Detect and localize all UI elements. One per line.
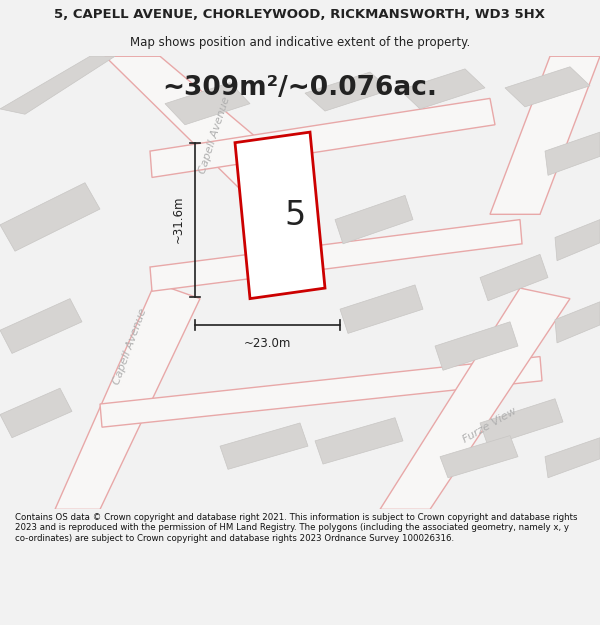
Polygon shape <box>480 254 548 301</box>
Polygon shape <box>435 322 518 370</box>
Polygon shape <box>55 282 200 509</box>
Polygon shape <box>335 196 413 244</box>
Polygon shape <box>490 56 600 214</box>
Text: Map shows position and indicative extent of the property.: Map shows position and indicative extent… <box>130 36 470 49</box>
Polygon shape <box>150 219 522 291</box>
Polygon shape <box>105 56 310 204</box>
Polygon shape <box>0 56 115 114</box>
Polygon shape <box>315 418 403 464</box>
Text: Contains OS data © Crown copyright and database right 2021. This information is : Contains OS data © Crown copyright and d… <box>15 513 577 542</box>
Polygon shape <box>505 67 590 107</box>
Text: Capell Avenue: Capell Avenue <box>112 307 148 386</box>
Text: ~31.6m: ~31.6m <box>172 196 185 243</box>
Text: ~309m²/~0.076ac.: ~309m²/~0.076ac. <box>163 75 437 101</box>
Text: 5, CAPELL AVENUE, CHORLEYWOOD, RICKMANSWORTH, WD3 5HX: 5, CAPELL AVENUE, CHORLEYWOOD, RICKMANSW… <box>55 8 545 21</box>
Polygon shape <box>235 132 325 299</box>
Text: 5: 5 <box>284 199 305 232</box>
Text: Capell Avenue: Capell Avenue <box>198 96 232 175</box>
Polygon shape <box>545 132 600 176</box>
Text: ~23.0m: ~23.0m <box>244 338 291 351</box>
Text: Furze View: Furze View <box>461 406 518 444</box>
Polygon shape <box>0 299 82 353</box>
Polygon shape <box>220 423 308 469</box>
Polygon shape <box>440 436 518 478</box>
Polygon shape <box>100 357 542 427</box>
Polygon shape <box>150 98 495 178</box>
Polygon shape <box>555 302 600 343</box>
Polygon shape <box>480 399 563 446</box>
Polygon shape <box>305 72 390 111</box>
Polygon shape <box>340 285 423 333</box>
Polygon shape <box>555 219 600 261</box>
Polygon shape <box>545 438 600 478</box>
Polygon shape <box>400 69 485 109</box>
Polygon shape <box>0 388 72 438</box>
Polygon shape <box>0 182 100 251</box>
Polygon shape <box>165 82 250 125</box>
Polygon shape <box>380 288 570 509</box>
